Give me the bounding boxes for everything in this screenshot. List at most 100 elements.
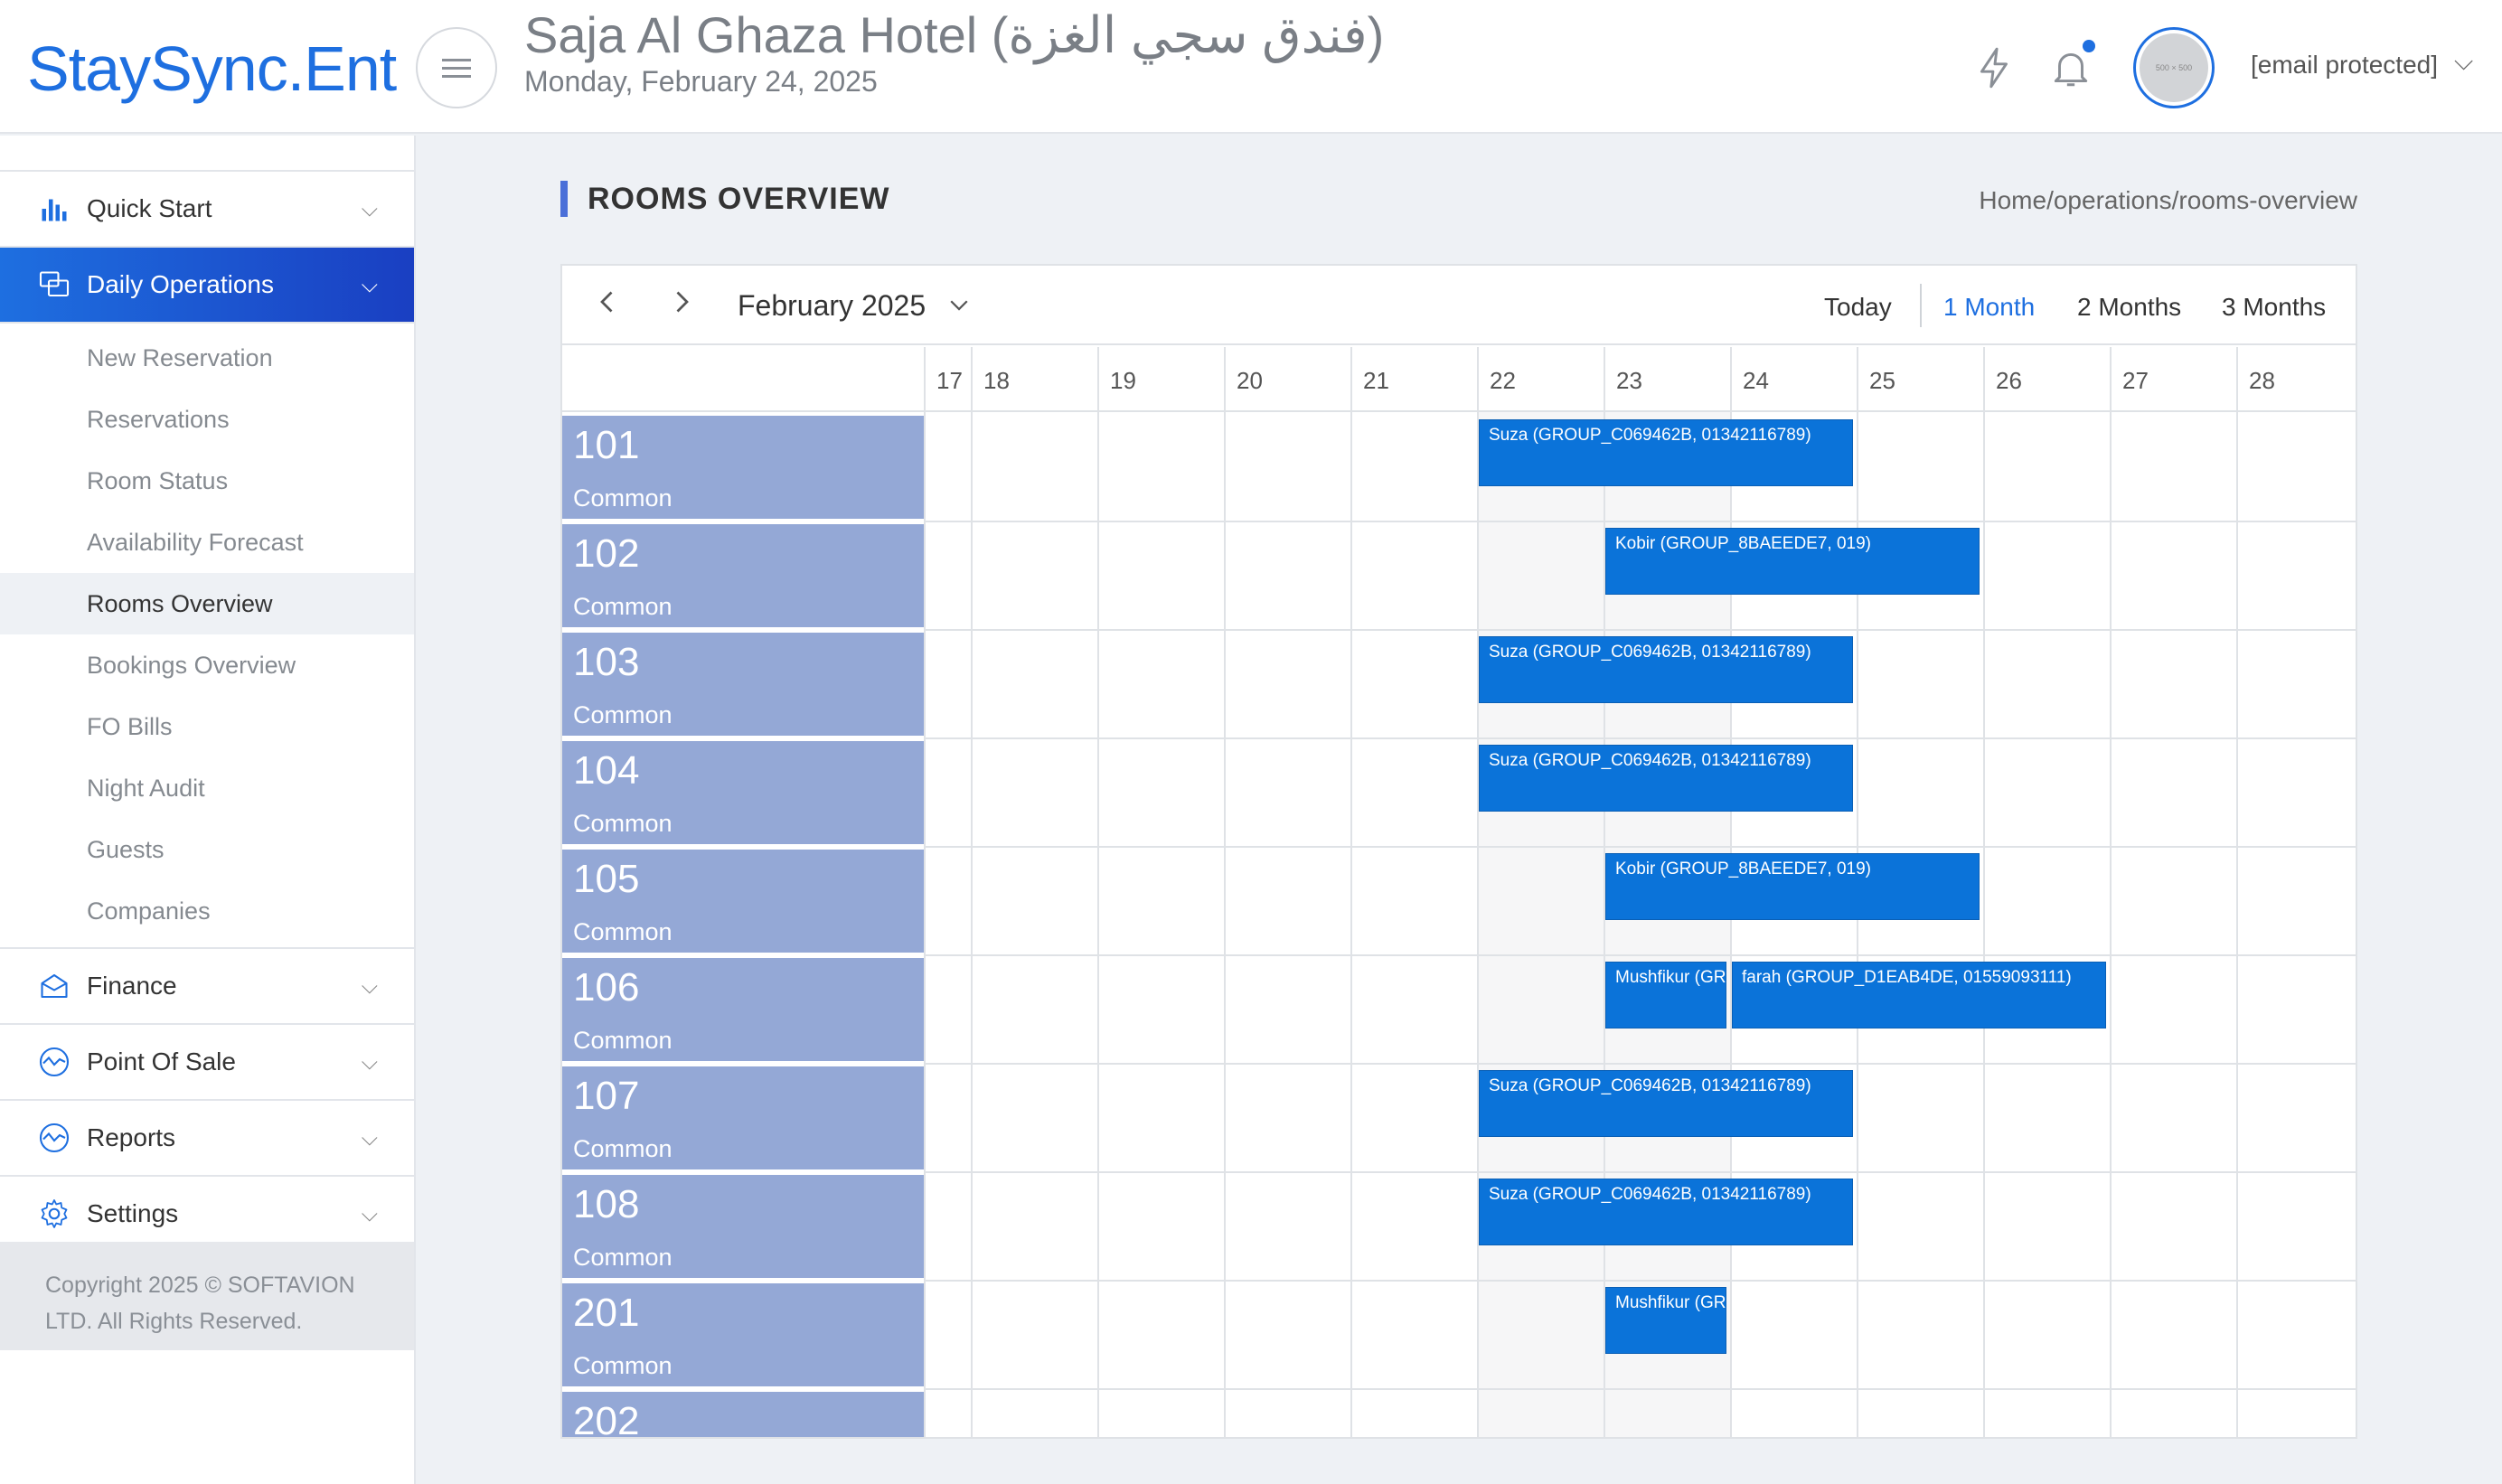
view-1-month-button[interactable]: 1 Month xyxy=(1943,293,2036,321)
month-selector[interactable]: February 2025 xyxy=(738,289,926,322)
booking-bar[interactable]: Suza (GROUP_C069462B, 01342116789) xyxy=(1479,1179,1853,1245)
sidebar-item-daily-operations[interactable]: Daily Operations ⌵ xyxy=(0,248,414,324)
booking-bar[interactable]: Suza (GROUP_C069462B, 01342116789) xyxy=(1479,636,1853,703)
room-cell-101[interactable]: 101 Common xyxy=(562,416,924,519)
booking-bar[interactable]: Suza (GROUP_C069462B, 01342116789) xyxy=(1479,419,1853,486)
sidebar-item-settings[interactable]: Settings ⌵ xyxy=(0,1177,414,1253)
sidebar-subitem-companies[interactable]: Companies xyxy=(87,897,211,925)
sidebar-subitem-guests[interactable]: Guests xyxy=(87,836,165,863)
sidebar-item-label: Quick Start xyxy=(87,194,212,222)
breadcrumb[interactable]: Home/operations/rooms-overview xyxy=(1979,186,2357,214)
chevron-down-icon[interactable]: ⌵ xyxy=(2454,47,2474,75)
chevron-down-icon: ⌵ xyxy=(361,1126,378,1151)
room-type: Common xyxy=(573,810,673,837)
chevron-left-icon[interactable] xyxy=(589,286,626,326)
row-divider xyxy=(924,846,2356,848)
day-header-24: 24 xyxy=(1730,347,1857,412)
day-header-20: 20 xyxy=(1224,347,1350,412)
sidebar-item-reports[interactable]: Reports ⌵ xyxy=(0,1101,414,1177)
chevron-right-icon[interactable] xyxy=(663,286,700,326)
sidebar-item-finance[interactable]: Finance ⌵ xyxy=(0,949,414,1025)
room-cell-107[interactable]: 107 Common xyxy=(562,1066,924,1169)
room-cell-106[interactable]: 106 Common xyxy=(562,958,924,1061)
room-cell-201[interactable]: 201 Common xyxy=(562,1283,924,1386)
booking-bar[interactable]: Mushfikur (GR xyxy=(1605,1287,1726,1354)
booking-bar[interactable]: Suza (GROUP_C069462B, 01342116789) xyxy=(1479,745,1853,812)
column-divider xyxy=(1730,412,1732,1437)
room-number: 101 xyxy=(573,423,640,467)
app-logo[interactable]: StaySync.Ent xyxy=(27,33,397,104)
column-divider xyxy=(1604,412,1605,1437)
sidebar-item-label: Settings xyxy=(87,1199,179,1227)
row-divider xyxy=(924,954,2356,956)
room-type: Common xyxy=(573,484,673,512)
room-cell-105[interactable]: 105 Common xyxy=(562,850,924,953)
lightning-icon[interactable] xyxy=(1972,45,2018,90)
sidebar-subitem-new-reservation[interactable]: New Reservation xyxy=(87,344,273,371)
day-header-22: 22 xyxy=(1477,347,1604,412)
day-header-19: 19 xyxy=(1097,347,1224,412)
sidebar-item-quick-start[interactable]: Quick Start ⌵ xyxy=(0,172,414,248)
column-divider xyxy=(1224,412,1226,1437)
room-cell-102[interactable]: 102 Common xyxy=(562,524,924,627)
sidebar-item-label: Reports xyxy=(87,1123,176,1151)
booking-bar[interactable]: farah (GROUP_D1EAB4DE, 01559093111) xyxy=(1732,962,2106,1028)
booking-bar[interactable]: Kobir (GROUP_8BAEEDE7, 019) xyxy=(1605,853,1980,920)
pulse-icon xyxy=(36,1120,72,1156)
room-type: Common xyxy=(573,1027,673,1054)
column-divider xyxy=(924,412,926,1437)
sidebar-subitem-availability-forecast[interactable]: Availability Forecast xyxy=(87,529,304,556)
hotel-title: Saja Al Ghaza Hotel (فندق سجي الغزة) xyxy=(524,6,1385,63)
sidebar-subitem-night-audit[interactable]: Night Audit xyxy=(87,775,205,802)
column-divider xyxy=(971,412,973,1437)
sidebar-subitem-reservations[interactable]: Reservations xyxy=(87,406,230,433)
chevron-down-icon: ⌵ xyxy=(361,197,378,221)
chevron-down-icon[interactable] xyxy=(945,291,973,324)
room-number: 106 xyxy=(573,965,640,1010)
room-type: Common xyxy=(573,1135,673,1162)
row-divider xyxy=(924,1388,2356,1390)
day-header-23: 23 xyxy=(1604,347,1730,412)
room-number: 103 xyxy=(573,640,640,684)
row-divider xyxy=(924,1171,2356,1173)
day-header-17: 17 xyxy=(924,347,971,412)
room-type: Common xyxy=(573,593,673,620)
room-cell-108[interactable]: 108 Common xyxy=(562,1175,924,1278)
sidebar: Quick Start ⌵ Daily Operations ⌵ New Res… xyxy=(0,136,416,1484)
chevron-down-icon: ⌵ xyxy=(361,273,378,297)
avatar[interactable]: 500 × 500 xyxy=(2133,27,2215,108)
daily-operations-submenu: New Reservation Reservations Room Status… xyxy=(0,324,414,949)
calendar-toolbar: February 2025 Today 1 Month 2 Months 3 M… xyxy=(562,266,2356,345)
sidebar-subitem-rooms-overview[interactable]: Rooms Overview xyxy=(0,573,414,634)
room-type: Common xyxy=(573,918,673,945)
room-number: 105 xyxy=(573,857,640,901)
room-type: Common xyxy=(573,1352,673,1379)
room-number: 108 xyxy=(573,1182,640,1226)
copyright-text: Copyright 2025 © SOFTAVION LTD. All Righ… xyxy=(0,1242,414,1350)
user-email[interactable]: [email protected] xyxy=(2251,51,2438,79)
booking-bar[interactable]: Mushfikur (GR xyxy=(1605,962,1726,1028)
column-divider xyxy=(1477,412,1479,1437)
today-button[interactable]: Today xyxy=(1824,293,1892,321)
sidebar-item-label: Finance xyxy=(87,972,177,1000)
day-header-27: 27 xyxy=(2110,347,2236,412)
bell-icon[interactable] xyxy=(2048,45,2093,90)
room-cell-202[interactable]: 202 xyxy=(562,1392,924,1437)
room-cell-103[interactable]: 103 Common xyxy=(562,633,924,736)
view-2-months-button[interactable]: 2 Months xyxy=(2077,293,2182,321)
view-3-months-button[interactable]: 3 Months xyxy=(2222,293,2327,321)
room-type: Common xyxy=(573,701,673,728)
booking-bar[interactable]: Suza (GROUP_C069462B, 01342116789) xyxy=(1479,1070,1853,1137)
sidebar-item-point-of-sale[interactable]: Point Of Sale ⌵ xyxy=(0,1025,414,1101)
booking-bar[interactable]: Kobir (GROUP_8BAEEDE7, 019) xyxy=(1605,528,1980,595)
weekend-shade-22 xyxy=(1477,412,1604,1437)
divider xyxy=(1920,284,1922,327)
menu-toggle-button[interactable] xyxy=(416,27,497,108)
sidebar-subitem-fo-bills[interactable]: FO Bills xyxy=(87,713,173,740)
sidebar-subitem-room-status[interactable]: Room Status xyxy=(87,467,229,494)
room-cell-104[interactable]: 104 Common xyxy=(562,741,924,844)
grid-corner xyxy=(562,347,924,412)
envelope-icon xyxy=(36,968,72,1004)
sidebar-subitem-bookings-overview[interactable]: Bookings Overview xyxy=(87,652,296,679)
column-divider xyxy=(1097,412,1099,1437)
